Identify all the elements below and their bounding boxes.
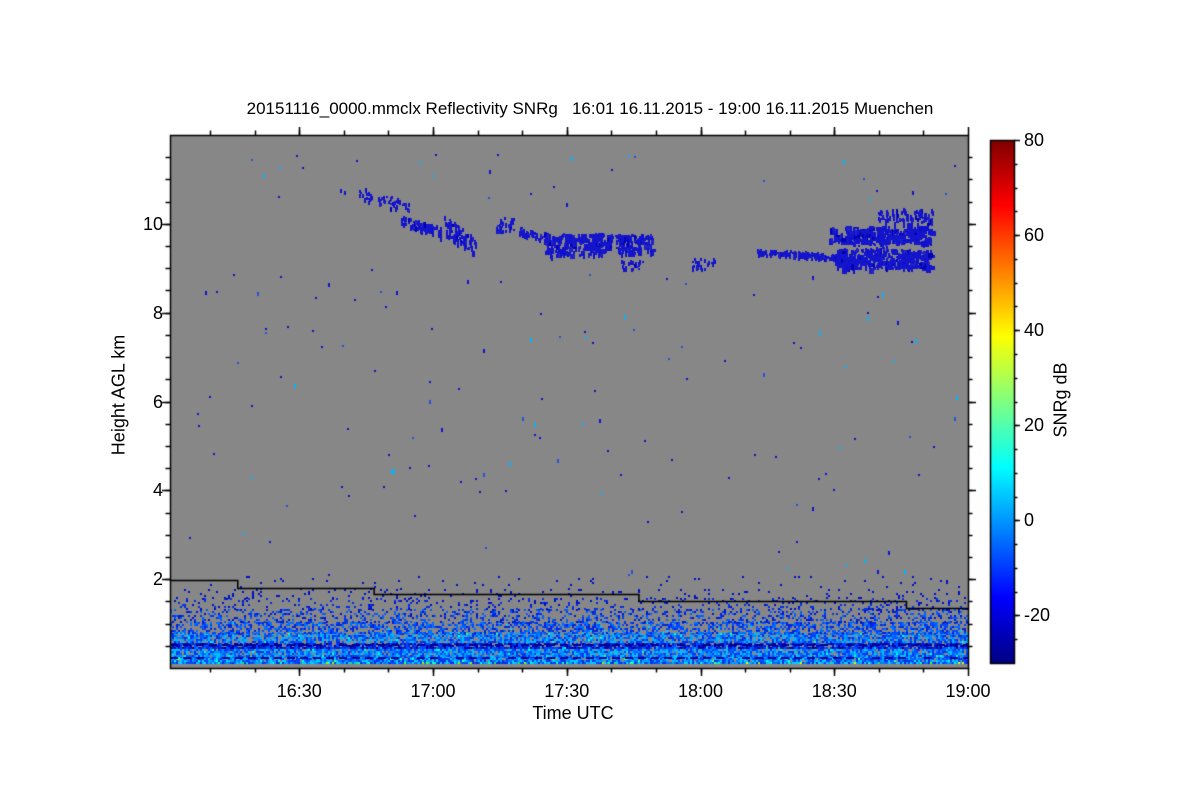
- radar-quicklook-figure: 20151116_0000.mmclx Reflectivity SNRg 16…: [0, 0, 1200, 800]
- heatmap-canvas: [0, 0, 1200, 800]
